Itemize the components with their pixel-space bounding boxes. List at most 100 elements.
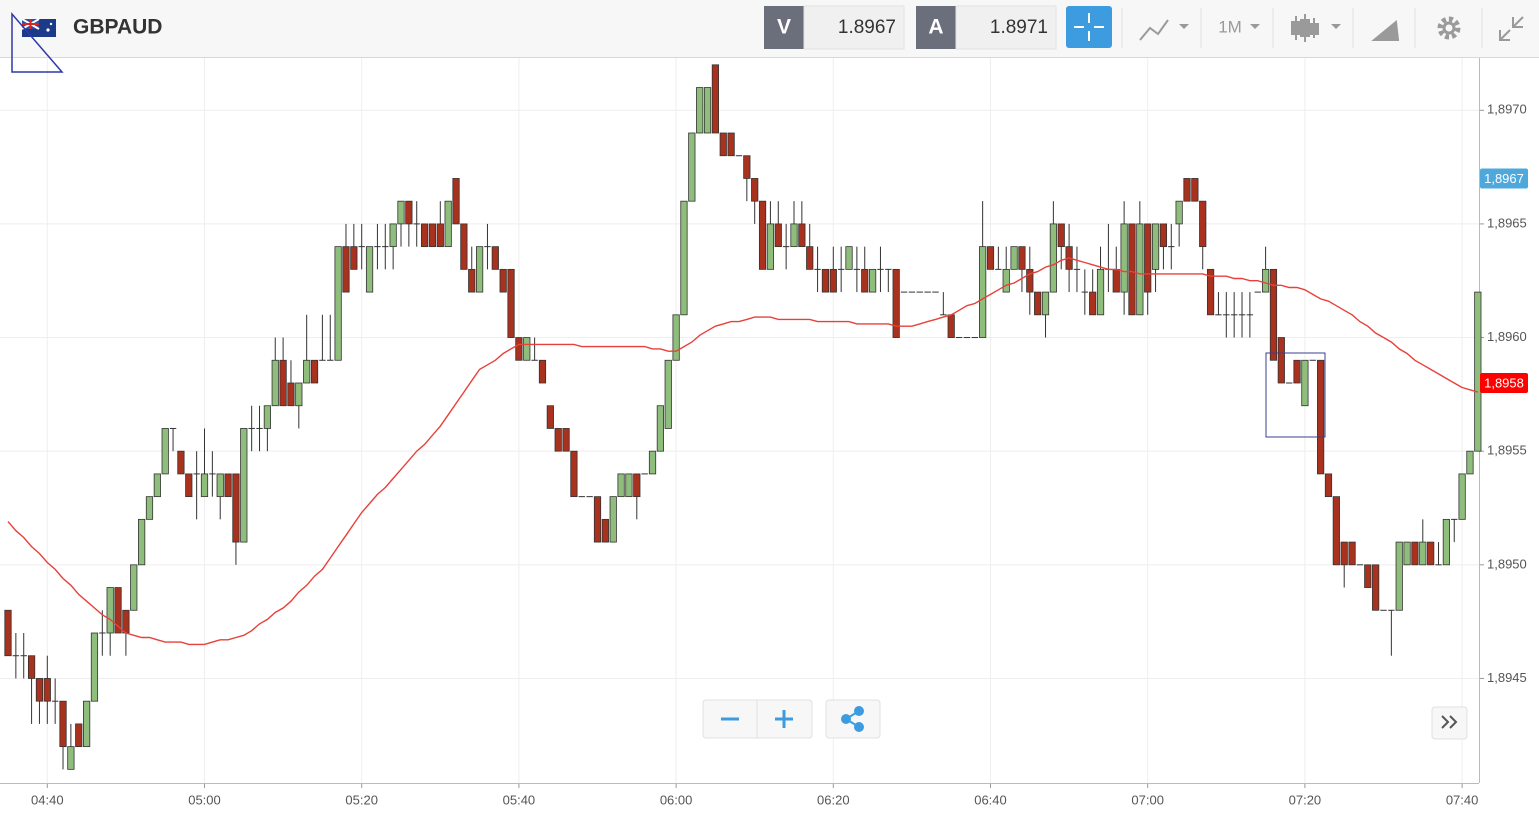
candle-body bbox=[1309, 359, 1316, 361]
candle-body bbox=[947, 314, 955, 338]
candle-body bbox=[491, 246, 499, 270]
candle-body bbox=[680, 200, 688, 316]
candle-body bbox=[641, 473, 648, 475]
candle-body bbox=[193, 473, 200, 475]
moving-average bbox=[7, 257, 1478, 646]
candle-body bbox=[43, 678, 51, 702]
candle-body bbox=[468, 268, 476, 293]
candle-body bbox=[538, 359, 547, 384]
drawing-triangle bbox=[11, 11, 64, 73]
candle-body bbox=[1301, 359, 1309, 407]
candle-body bbox=[892, 268, 900, 338]
selection-box bbox=[1265, 352, 1326, 438]
y-tick-label: 1,8965 bbox=[1487, 215, 1527, 230]
bid-badge bbox=[764, 6, 804, 49]
scroll-end-button[interactable] bbox=[1431, 706, 1468, 740]
candle-body bbox=[1419, 541, 1427, 566]
candle-body bbox=[20, 655, 27, 657]
bid-box[interactable] bbox=[803, 5, 905, 50]
candle-body bbox=[1089, 291, 1097, 316]
x-tick-label: 06:40 bbox=[974, 792, 1007, 807]
candle-body bbox=[271, 359, 279, 407]
candle-body bbox=[924, 291, 931, 293]
candle-body bbox=[287, 382, 295, 407]
candle-body bbox=[1380, 609, 1387, 611]
candle-body bbox=[696, 87, 704, 134]
candle-body bbox=[374, 246, 381, 248]
candle-body bbox=[656, 405, 664, 452]
candle-body bbox=[232, 473, 240, 543]
candle-body bbox=[633, 473, 641, 498]
bid-label: V bbox=[777, 16, 791, 39]
candle-body bbox=[1388, 609, 1395, 611]
candle-body bbox=[4, 609, 12, 657]
candle-body bbox=[609, 496, 617, 543]
candle-body bbox=[1112, 268, 1120, 293]
candle-body bbox=[452, 178, 460, 225]
candle-body bbox=[27, 655, 36, 679]
x-tick-label: 07:20 bbox=[1289, 792, 1322, 807]
price-marker-label: 1,8967 bbox=[1484, 171, 1524, 186]
candle-body bbox=[161, 428, 169, 475]
candle-body bbox=[554, 428, 562, 452]
candle-body bbox=[1073, 268, 1081, 270]
candle-body bbox=[1159, 223, 1168, 248]
candle-body bbox=[1332, 496, 1340, 566]
candle-body bbox=[806, 246, 814, 270]
timeframe[interactable]: 1M bbox=[1218, 17, 1242, 36]
candle-body bbox=[1057, 223, 1065, 248]
candle-body bbox=[1277, 337, 1285, 384]
candle-body bbox=[979, 246, 987, 338]
candle-body bbox=[185, 473, 193, 498]
candle-body bbox=[1081, 291, 1089, 293]
candle-body bbox=[499, 268, 507, 293]
candle-body bbox=[248, 427, 255, 429]
price-marker bbox=[1480, 168, 1528, 189]
candle-body bbox=[1427, 541, 1435, 566]
candle-body bbox=[703, 87, 712, 134]
candle-body bbox=[845, 246, 853, 270]
candle-body bbox=[1254, 291, 1261, 293]
candle-body bbox=[1466, 450, 1474, 475]
candle-body bbox=[334, 246, 342, 361]
candle-body bbox=[1293, 359, 1301, 384]
ask-box[interactable] bbox=[955, 5, 1057, 50]
candle-body bbox=[1324, 473, 1333, 498]
candle-body bbox=[995, 268, 1002, 270]
candle-body bbox=[75, 723, 83, 748]
candle-body bbox=[885, 268, 892, 270]
candle-body bbox=[1168, 246, 1175, 248]
candle-body bbox=[853, 268, 861, 270]
candle-body bbox=[1262, 268, 1270, 293]
share-button[interactable] bbox=[825, 699, 881, 739]
candle-body bbox=[240, 428, 248, 543]
candle-body bbox=[358, 246, 365, 248]
crosshair-button[interactable] bbox=[1066, 6, 1112, 48]
candle-body bbox=[546, 405, 554, 429]
candle-body bbox=[382, 246, 389, 248]
candle-body bbox=[200, 473, 209, 498]
candle-body bbox=[405, 200, 413, 225]
candle-body bbox=[531, 359, 538, 361]
candle-body bbox=[327, 359, 334, 361]
candle-body bbox=[1144, 223, 1152, 293]
candle-body bbox=[711, 64, 720, 134]
candle-body bbox=[648, 450, 657, 475]
candle-body bbox=[1049, 223, 1057, 293]
candle-body bbox=[484, 246, 491, 248]
x-tick-label: 07:00 bbox=[1131, 792, 1164, 807]
candle-body bbox=[224, 473, 232, 498]
candle-body bbox=[1096, 268, 1105, 316]
y-tick-label: 1,8960 bbox=[1487, 329, 1527, 344]
y-tick-label: 1,8950 bbox=[1487, 556, 1527, 571]
price-marker-label: 1,8958 bbox=[1484, 375, 1524, 390]
share-icon bbox=[841, 706, 864, 732]
candle-body bbox=[397, 200, 405, 225]
candle-body bbox=[51, 700, 59, 702]
candle-body bbox=[1018, 246, 1026, 270]
candle-body bbox=[774, 223, 782, 248]
candle-body bbox=[1151, 223, 1160, 270]
y-tick-label: 1,8955 bbox=[1487, 443, 1527, 458]
candle-body bbox=[758, 200, 767, 270]
x-tick-label: 04:40 bbox=[31, 792, 64, 807]
